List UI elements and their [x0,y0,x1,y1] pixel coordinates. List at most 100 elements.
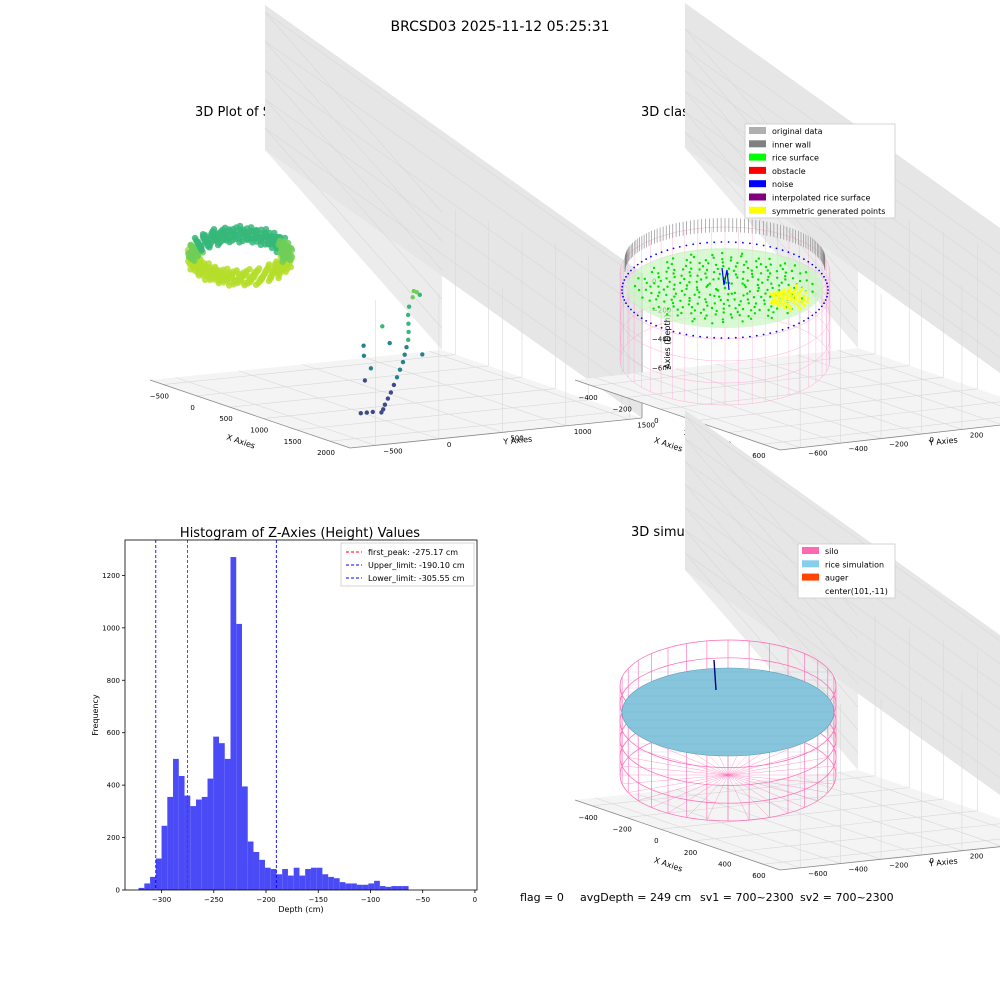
noise-point [625,275,627,278]
histogram-bar [167,796,174,890]
rice-surface-point [696,302,699,305]
rice-surface-point [690,306,694,309]
z-tick-label: −400 [652,335,671,343]
symmetric-generated-point [795,286,798,290]
rice-surface-point [670,298,673,301]
rice-surface-point [699,311,703,315]
raw-point [385,396,391,401]
rice-surface-point [767,308,770,312]
rice-surface-point [730,316,734,319]
rice-surface-point [718,295,721,298]
noise-point [650,255,652,258]
rice-surface-point [680,311,683,315]
noise-point [706,336,708,339]
x-tick-label: −200 [613,406,632,414]
panel-title-histogram: Histogram of Z-Axies (Height) Values [180,526,420,541]
rice-surface-point [656,294,660,298]
raw-point [204,272,212,280]
legend-item-label: auger [825,574,849,583]
rice-surface-point [777,284,781,287]
noise-point [755,334,758,337]
histogram-bar [397,886,403,890]
legend-swatch [802,560,819,568]
rice-surface-point [663,300,666,303]
histogram-bar [379,886,386,890]
rice-surface-point [714,263,718,267]
y-tick-label: 1200 [102,572,120,580]
noise-point [781,328,784,331]
rice-surface-point [717,277,720,280]
x-tick-label: 1000 [250,427,268,435]
symmetric-generated-point [804,290,808,294]
rice-surface-point [770,305,773,308]
axis-lines [574,799,1000,871]
rice-surface-point [766,288,769,292]
rice-surface-point [732,269,736,272]
histogram-bar [402,886,409,890]
rice-surface-point [754,260,758,263]
histogram-bar [310,867,317,890]
noise-point [720,241,723,243]
rice-surface-point [713,294,716,298]
noise-point [633,311,635,314]
noise-point [640,260,643,263]
raw-point [387,340,392,346]
x-tick-label: 1500 [284,438,302,446]
rice-surface-point [679,281,682,285]
rice-surface-point [693,293,696,296]
rice-surface-point [730,282,733,285]
rice-surface-point [705,276,708,279]
rice-surface-point [644,288,648,291]
silo-floor-spoke [686,774,729,818]
noise-point [672,247,675,250]
symmetric-generated-point [791,290,795,294]
legend-item-label: rice simulation [825,560,884,569]
rice-surface-point [759,272,763,275]
histogram-bar [144,883,151,890]
histogram-bar [299,875,306,890]
noise-point [798,322,800,325]
rice-surface-point [781,267,785,271]
rice-surface-point [776,276,779,279]
raw-point [405,312,411,318]
rice-surface-point [760,295,763,299]
rice-surface-point [673,268,676,272]
noise-point [775,330,778,333]
y-axis-label: Y Axies [502,435,533,447]
rice-surface-point [712,256,715,259]
noise-point [826,295,828,298]
noise-point [627,272,630,275]
x-axis-label: X Axies [653,856,684,874]
histogram-bar [230,557,237,890]
z-axis-label: Z Axies (Depth) [663,314,672,377]
noise-point [787,326,790,329]
noise-point [803,258,805,260]
raw-point [185,253,193,261]
histogram-bar [138,887,145,890]
rice-surface-point [659,279,662,283]
noise-point [811,314,814,317]
legend-item-label: first_peak: -275.17 cm [368,548,458,557]
symmetric-generated-point [777,304,781,308]
rice-surface-point [679,299,682,302]
y-tick-label: −200 [889,441,908,449]
rice-surface-point [683,293,686,296]
rice-surface-point [648,299,651,302]
symmetric-generated-point [773,295,777,299]
rice-surface-point [676,314,679,317]
histogram-bar [178,775,185,890]
silo-floor-spoke [727,765,834,776]
symmetric-generated-point [783,306,787,310]
raw-point [404,345,409,350]
noise-point [672,330,675,333]
raw-point [362,378,368,383]
rice-surface-point [747,302,750,305]
rice-surface-point [676,308,679,311]
silo-floor-spoke [727,757,828,776]
silo-floor-spoke [727,774,789,814]
rice-surface-point [811,290,814,293]
histogram-bar [305,869,311,890]
rice-surface-point [657,305,660,309]
x-tick-label: −200 [256,896,275,904]
legend-swatch [749,206,766,214]
